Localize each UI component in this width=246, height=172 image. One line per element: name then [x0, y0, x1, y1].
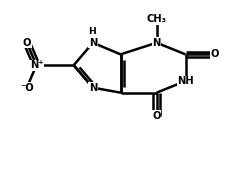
Text: N: N: [89, 83, 97, 93]
Text: O: O: [23, 38, 31, 48]
Text: N: N: [89, 38, 97, 48]
Text: NH: NH: [177, 76, 194, 86]
Text: O: O: [153, 111, 161, 121]
Text: O: O: [210, 49, 219, 59]
Text: CH₃: CH₃: [147, 14, 167, 24]
Text: ⁻O: ⁻O: [20, 83, 34, 93]
Text: N: N: [153, 38, 161, 48]
Text: N⁺: N⁺: [30, 60, 43, 70]
Text: H: H: [88, 27, 96, 36]
